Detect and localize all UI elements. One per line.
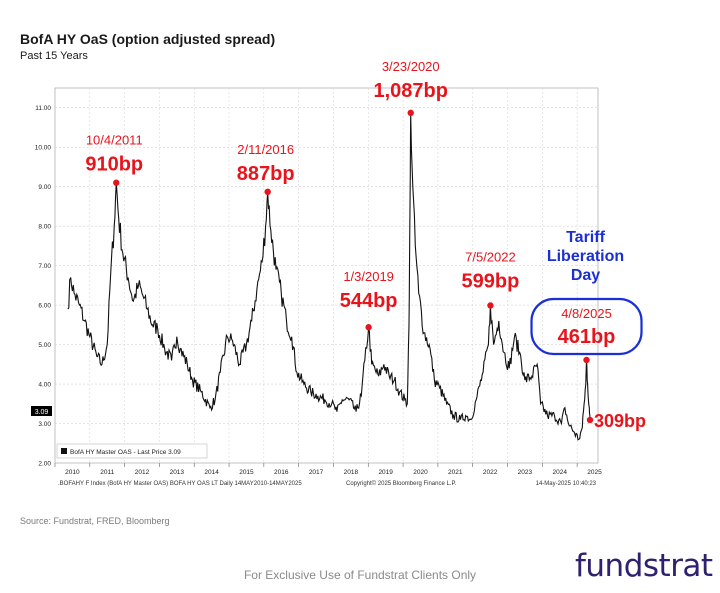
y-tick-label: 5.00 xyxy=(38,342,51,349)
x-tick-label: 2010 xyxy=(65,469,80,476)
chart-subtitle: Past 15 Years xyxy=(20,50,88,62)
plot-frame xyxy=(54,87,599,464)
x-tick-label: 2023 xyxy=(518,469,533,476)
fundstrat-logo: fundstrat xyxy=(575,548,713,584)
x-tick-label: 2019 xyxy=(378,469,393,476)
callout-box xyxy=(530,297,643,356)
hy-oas-chart: 2.00 3.00 4.00 5.00 6.00 7.00 8.00 9.00 10.00 11.… xyxy=(31,59,646,487)
y-tick-label: 7.00 xyxy=(38,263,51,270)
y-tick-label: 11.00 xyxy=(35,105,51,112)
x-tick-label: 2015 xyxy=(239,469,254,476)
annotation-value: 544bp xyxy=(340,290,398,312)
y-tick-label: 8.00 xyxy=(38,224,51,231)
y-tick-label: 10.00 xyxy=(35,145,52,152)
disclaimer: For Exclusive Use of Fundstrat Clients O… xyxy=(243,568,477,582)
x-tick-label: 2013 xyxy=(170,469,185,476)
y-tick-label: 6.00 xyxy=(38,303,51,310)
annotation-value: 461bp xyxy=(558,326,616,348)
annotation-date: 4/8/2025 xyxy=(561,306,612,321)
annotation-marker xyxy=(113,179,120,186)
y-tick-label: 9.00 xyxy=(38,184,51,191)
chart-title: BofA HY OaS (option adjusted spread) xyxy=(20,31,276,47)
x-tick-label: 2012 xyxy=(135,469,150,476)
x-tick-label: 2022 xyxy=(483,469,498,476)
x-tick-label: 2016 xyxy=(274,469,289,476)
x-tick-label: 2011 xyxy=(100,469,114,476)
x-tick-label: 2017 xyxy=(309,469,324,476)
series-line xyxy=(67,112,591,441)
annotations: 10/4/2011 910bp 2/11/2016 887bp 1/3/2019 544b… xyxy=(85,59,646,431)
annotation-value: 599bp xyxy=(462,271,520,293)
annotation-marker xyxy=(264,188,271,196)
y-tick-label: 3.00 xyxy=(38,421,51,428)
annotation-marker xyxy=(365,324,372,331)
callout-text: Liberation xyxy=(547,248,624,265)
last-price-label: 3.09 xyxy=(35,409,49,416)
annotation-date: 7/5/2022 xyxy=(465,250,516,265)
x-tick-label: 2020 xyxy=(413,469,428,476)
y-tick-label: 4.00 xyxy=(38,382,51,389)
footer-timestamp: 14-May-2025 10:40:23 xyxy=(536,481,597,487)
x-axis: 2010 2011 2012 2013 2014 2015 2016 2017 2018 2019… xyxy=(54,463,602,476)
x-tick-label: 2021 xyxy=(448,469,463,476)
y-tick-label: 2.00 xyxy=(38,461,51,468)
annotation-value: 1,087bp xyxy=(373,80,447,102)
annotation-value: 309bp xyxy=(594,411,646,431)
x-tick-label: 2024 xyxy=(552,469,567,476)
annotation-marker xyxy=(487,302,494,309)
annotation-marker xyxy=(583,356,590,364)
x-tick-label: 2025 xyxy=(587,469,602,476)
y-axis: 2.00 3.00 4.00 5.00 6.00 7.00 8.00 9.00 10.00 11.… xyxy=(35,105,52,467)
last-price-tag: 3.09 xyxy=(31,406,52,416)
annotation-value: 910bp xyxy=(85,154,143,176)
source-note: Source: Fundstrat, FRED, Bloomberg xyxy=(20,516,170,526)
footer-copyright: Copyright© 2025 Bloomberg Finance L.P. xyxy=(346,480,457,487)
footer-index: .BOFAHY F Index (BofA HY Master OAS) BOF… xyxy=(58,481,302,487)
annotation-date: 10/4/2011 xyxy=(86,133,143,148)
legend-text: BofA HY Master OAS - Last Price 3.09 xyxy=(70,449,181,456)
annotation-date: 1/3/2019 xyxy=(343,269,394,284)
annotation-date: 2/11/2016 xyxy=(237,142,294,157)
callout-text: Day xyxy=(571,267,600,284)
legend: BofA HY Master OAS - Last Price 3.09 xyxy=(56,443,208,459)
x-tick-label: 2018 xyxy=(344,469,359,476)
annotation-date: 3/23/2020 xyxy=(382,59,440,74)
annotation-marker xyxy=(407,109,414,117)
x-tick-label: 2014 xyxy=(204,469,219,476)
annotation-marker xyxy=(586,416,594,424)
callout-text: Tariff xyxy=(566,229,605,246)
annotation-value: 887bp xyxy=(237,163,295,185)
